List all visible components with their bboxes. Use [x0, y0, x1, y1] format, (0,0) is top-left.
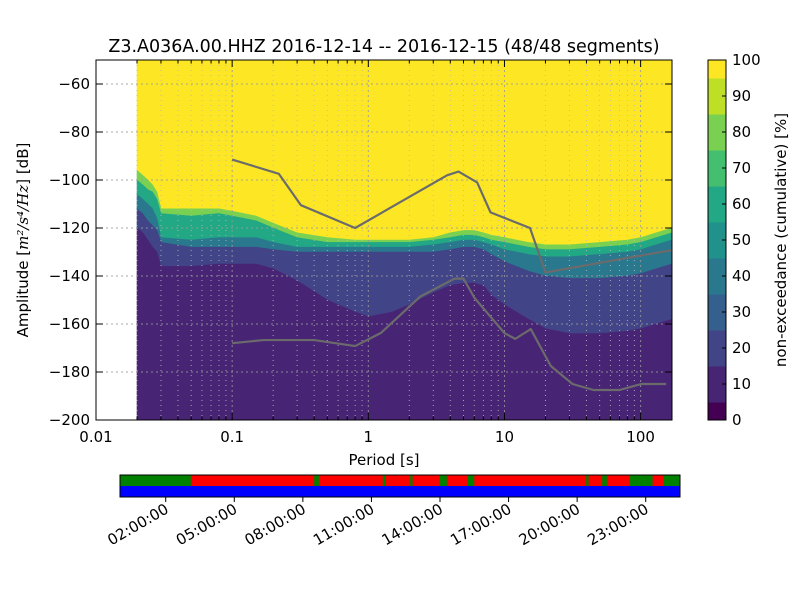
colorbar-band — [708, 366, 726, 403]
time-tick-label: 20:00:00 — [516, 500, 583, 549]
ppsd-heatmap — [136, 60, 672, 420]
noise-model-high — [231, 158, 672, 274]
colorbar: 0 10 20 30 40 50 60 70 80 90 100 non-exceedance (c… — [707, 51, 790, 429]
time-tick-label: 05:00:00 — [173, 500, 240, 549]
segment-interval-green — [120, 475, 191, 486]
segment-interval-green — [664, 475, 680, 486]
segment-interval-red — [412, 475, 440, 486]
colorbar-tick-label: 40 — [732, 267, 751, 285]
y-axis-label: Amplitude [m²/s⁴/Hz] [dB] — [14, 143, 32, 338]
colorbar-band — [708, 294, 726, 331]
y-axis-ticks: −200 −180 −160 −140 −120 −100 −80 −60 — [49, 75, 672, 429]
segment-interval-green — [629, 475, 653, 486]
colorbar-band — [708, 150, 726, 187]
segment-interval-green — [602, 475, 607, 486]
segment-coverage-panel: 02:00:00 05:00:00 08:00:00 11:00:00 14:00:00… — [104, 474, 681, 549]
y-tick-label: −200 — [49, 411, 90, 429]
x-tick-label: 1 — [364, 428, 374, 446]
y-tick-label: −60 — [58, 75, 90, 93]
colorbar-tick-label: 30 — [732, 303, 751, 321]
segment-interval-green — [440, 475, 447, 486]
colorbar-band — [708, 78, 726, 115]
colorbar-label: non-exceedance (cumulative) [%] — [772, 113, 790, 367]
colorbar-tick-label: 100 — [732, 51, 761, 69]
colorbar-tick-label: 20 — [732, 339, 751, 357]
segment-interval-red — [652, 475, 664, 486]
segment-interval-red — [588, 475, 603, 486]
y-tick-label: −120 — [49, 219, 90, 237]
colorbar-bands — [708, 60, 726, 421]
colorbar-tick-label: 0 — [732, 411, 742, 429]
colorbar-band — [708, 186, 726, 223]
segment-panel-frame — [119, 474, 681, 498]
y-axis-label-units: m²/s⁴/Hz — [14, 185, 32, 250]
colorbar-band — [708, 114, 726, 151]
colorbar-band — [708, 222, 726, 259]
colorbar-tick-label: 80 — [732, 123, 751, 141]
colorbar-tick-label: 60 — [732, 195, 751, 213]
y-tick-label: −160 — [49, 315, 90, 333]
colorbar-band — [708, 258, 726, 295]
x-tick-label: 100 — [626, 428, 655, 446]
segment-interval-red — [385, 475, 411, 486]
y-tick-label: −180 — [49, 363, 90, 381]
time-axis-ticks: 02:00:00 05:00:00 08:00:00 11:00:00 14:00:00… — [104, 497, 652, 549]
grid-lines — [96, 60, 672, 420]
noise-model-curves — [231, 158, 672, 392]
ppsd-plot: 0.01 0.1 1 10 100 −200 −180 −160 −140 −120 −100 −8… — [49, 59, 673, 446]
x-axis-label: Period [s] — [348, 451, 419, 469]
chart-title: Z3.A036A.00.HHZ 2016-12-14 -- 2016-12-15… — [108, 37, 659, 57]
x-axis-ticks: 0.01 0.1 1 10 100 — [79, 60, 655, 446]
segment-interval-green — [586, 475, 589, 486]
segment-interval-green — [314, 475, 319, 486]
colorbar-tick-label: 90 — [732, 87, 751, 105]
segment-interval-red — [446, 475, 468, 486]
segment-interval-red — [474, 475, 587, 486]
plot-frame — [95, 59, 673, 421]
colorbar-band — [708, 402, 726, 421]
time-tick-label: 23:00:00 — [584, 500, 651, 549]
colorbar-band — [708, 60, 726, 79]
data-coverage-bar — [120, 486, 680, 497]
colorbar-tick-label: 10 — [732, 375, 751, 393]
segment-interval-green — [410, 475, 413, 486]
colorbar-tick-label: 50 — [732, 231, 751, 249]
x-tick-label: 0.1 — [220, 428, 244, 446]
y-tick-label: −100 — [49, 171, 90, 189]
heatmap-band-0-10 — [136, 227, 672, 420]
y-axis-label-suffix: ] [dB] — [14, 143, 32, 185]
segment-interval-red — [190, 475, 315, 486]
segment-status-bar — [120, 475, 680, 486]
time-tick-label: 14:00:00 — [379, 500, 446, 549]
y-axis-label-prefix: Amplitude [ — [14, 250, 32, 338]
time-tick-label: 17:00:00 — [447, 500, 514, 549]
noise-model-low — [232, 277, 667, 392]
segment-interval-green — [382, 475, 386, 486]
segment-interval-red — [318, 475, 383, 486]
colorbar-band — [708, 330, 726, 367]
colorbar-ticks: 0 10 20 30 40 50 60 70 80 90 100 — [722, 51, 761, 429]
time-tick-label: 02:00:00 — [104, 500, 171, 549]
x-tick-label: 0.01 — [79, 428, 112, 446]
segment-interval-red — [606, 475, 630, 486]
y-tick-label: −140 — [49, 267, 90, 285]
colorbar-tick-label: 70 — [732, 159, 751, 177]
time-tick-label: 08:00:00 — [242, 500, 309, 549]
y-tick-label: −80 — [58, 123, 90, 141]
segment-interval-green — [467, 475, 475, 486]
x-tick-label: 10 — [495, 428, 514, 446]
time-tick-label: 11:00:00 — [310, 500, 377, 549]
